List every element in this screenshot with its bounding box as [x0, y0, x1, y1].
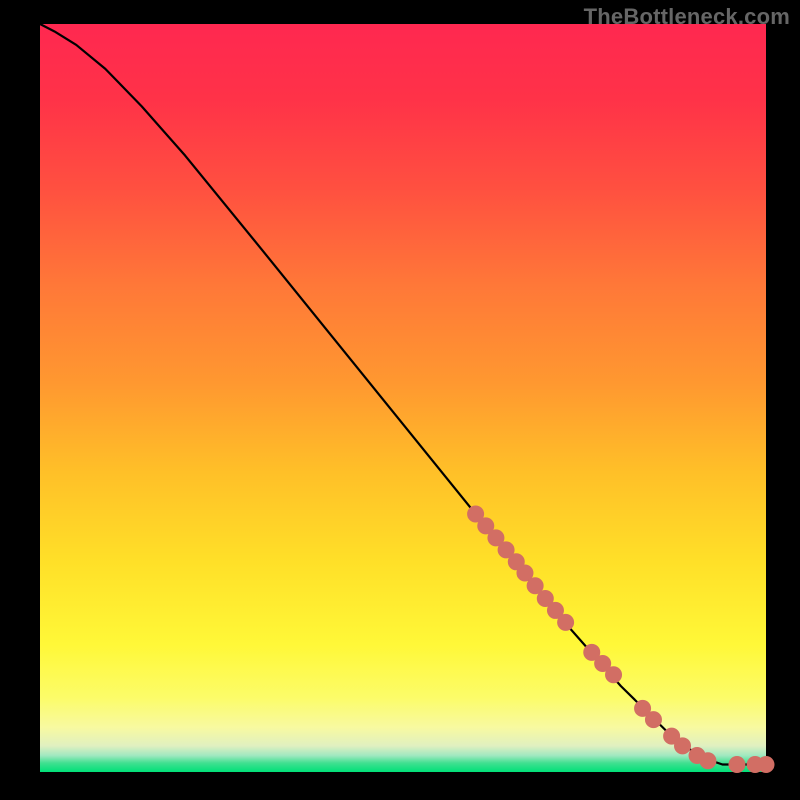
data-marker	[558, 614, 574, 630]
data-marker	[645, 712, 661, 728]
chart-container: TheBottleneck.com	[0, 0, 800, 800]
watermark-text: TheBottleneck.com	[584, 4, 790, 30]
data-marker	[729, 757, 745, 773]
chart-overlay	[0, 0, 800, 800]
data-marker	[700, 753, 716, 769]
data-marker	[758, 757, 774, 773]
data-marker	[675, 738, 691, 754]
curve-line	[40, 24, 766, 765]
data-marker	[606, 667, 622, 683]
